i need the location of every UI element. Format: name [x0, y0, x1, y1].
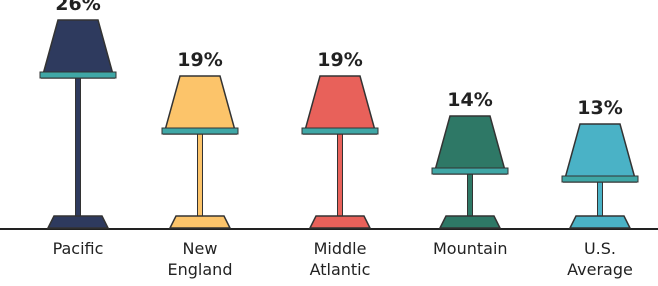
lamp-band: [432, 168, 508, 174]
value-label: 13%: [577, 97, 622, 119]
lamp-band: [562, 176, 638, 182]
lamp-pole: [76, 78, 81, 228]
page: 26%19%19%14%13% (() => { const data = JS…: [0, 0, 658, 286]
lamp-shade: [564, 124, 636, 182]
lamp-pole: [198, 134, 203, 228]
lamp: [40, 20, 116, 228]
value-label: 19%: [317, 49, 362, 71]
lamp-base: [570, 216, 630, 228]
lamp: [302, 76, 378, 228]
lamp-pole: [338, 134, 343, 228]
lamp-shade: [164, 76, 236, 134]
value-label: 19%: [177, 49, 222, 71]
category-label: New England: [163, 238, 237, 280]
lamp-shade: [304, 76, 376, 134]
lamp-band: [302, 128, 378, 134]
lamp-base: [440, 216, 500, 228]
lamp-base: [170, 216, 230, 228]
lamp: [562, 124, 638, 228]
value-label: 26%: [55, 0, 100, 15]
lamp-shade: [434, 116, 506, 174]
lamp-shade: [42, 20, 114, 78]
category-label: Pacific: [41, 238, 115, 259]
lamp: [432, 116, 508, 228]
lamp-base: [48, 216, 108, 228]
lamp-band: [40, 72, 116, 78]
lamp: [162, 76, 238, 228]
category-label: U.S. Average: [563, 238, 637, 280]
lamp-base: [310, 216, 370, 228]
value-label: 14%: [447, 89, 492, 111]
category-label: Middle Atlantic: [303, 238, 377, 280]
category-label: Mountain: [433, 238, 507, 259]
lamp-band: [162, 128, 238, 134]
